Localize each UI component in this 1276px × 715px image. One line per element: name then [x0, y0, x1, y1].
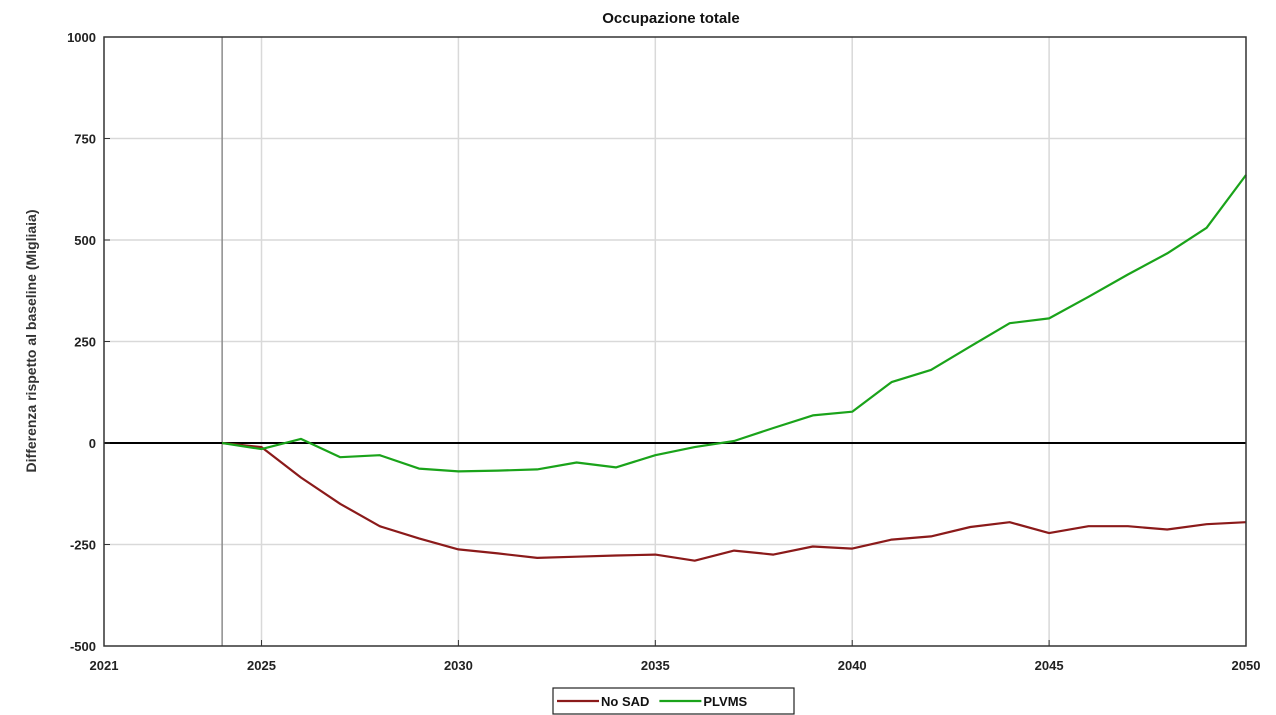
- y-tick-label: 750: [74, 132, 96, 147]
- x-tick-label: 2021: [90, 658, 119, 673]
- legend-label-no-sad: No SAD: [601, 694, 649, 709]
- x-tick-label: 2025: [247, 658, 276, 673]
- grid: [104, 37, 1246, 646]
- legend-label-plvms: PLVMS: [703, 694, 747, 709]
- x-axis-ticks: 2021 2025 2030 2035 2040 2045 2050: [90, 640, 1261, 673]
- y-axis-ticks: 1000 750 500 250 0 -250 -500: [67, 30, 110, 654]
- y-tick-label: -250: [70, 538, 96, 553]
- y-tick-label: 0: [89, 436, 96, 451]
- y-tick-label: 1000: [67, 30, 96, 45]
- y-tick-label: 500: [74, 233, 96, 248]
- x-tick-label: 2040: [838, 658, 867, 673]
- y-tick-label: 250: [74, 335, 96, 350]
- x-tick-label: 2030: [444, 658, 473, 673]
- x-tick-label: 2035: [641, 658, 670, 673]
- reference-lines: [104, 37, 1246, 646]
- series-lines: [221, 174, 1247, 562]
- x-tick-label: 2050: [1232, 658, 1261, 673]
- y-axis-label: Differenza rispetto al baseline (Migliai…: [23, 210, 39, 473]
- chart-title: Occupazione totale: [602, 10, 740, 27]
- series-line-plvms: [221, 174, 1247, 473]
- x-tick-label: 2045: [1035, 658, 1064, 673]
- series-line-no-sad: [221, 441, 1247, 562]
- y-tick-label: -500: [70, 639, 96, 654]
- legend: No SAD PLVMS: [552, 687, 795, 715]
